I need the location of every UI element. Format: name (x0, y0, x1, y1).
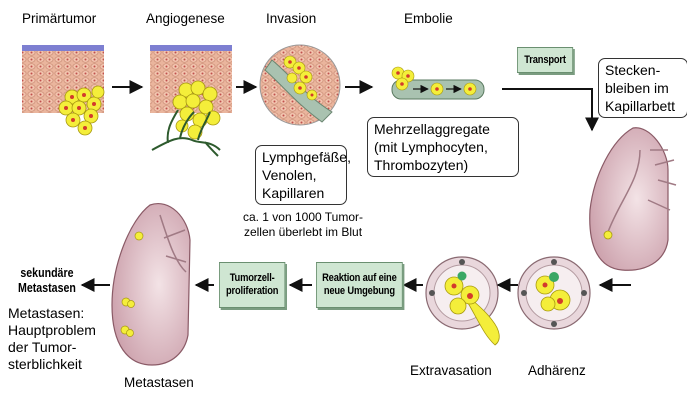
label-primary-tumor: Primärtumor (22, 11, 97, 26)
label-adhesion: Adhärenz (528, 363, 586, 378)
title-line: sekundäre (20, 266, 74, 280)
label-embolism: Embolie (404, 11, 453, 26)
label-angiogenesis: Angiogenese (146, 11, 225, 26)
box-line: Thrombozyten) (374, 157, 469, 173)
label-invasion: Invasion (266, 11, 317, 26)
box-line: Mehrzellaggregate (374, 121, 490, 137)
label-metastases: Metastasen (124, 375, 194, 390)
box-embolism-aggregates: Mehrzellaggregate (mit Lymphocyten, Thro… (367, 117, 519, 177)
lung-capillary-illustration (589, 127, 677, 271)
process-line: Reaktion auf eine (322, 272, 397, 284)
process-proliferation: Tumorzell- proliferation (219, 262, 286, 308)
process-transport: Transport (517, 47, 574, 73)
secondary-metastases-caption: Metastasen: Hauptproblem der Tumor- ster… (8, 305, 96, 373)
embolism-illustration (391, 66, 485, 100)
box-line: Kapillaren (262, 185, 325, 201)
survival-note: ca. 1 von 1000 Tumor- zellen überlebt im… (228, 210, 378, 240)
box-invasion-vessels: Lymphgefäße, Venolen, Kapillaren (255, 145, 351, 205)
box-line: (mit Lymphocyten, (374, 139, 488, 155)
box-line: Lymphgefäße, (262, 149, 351, 165)
arrow-to-capillary (502, 88, 599, 132)
process-reaction: Reaktion auf eine neue Umgebung (316, 262, 403, 308)
title-line: Metastasen (18, 281, 76, 295)
tumor-cell-cluster (58, 85, 105, 136)
label-extravasation: Extravasation (410, 363, 492, 378)
basement-membrane (22, 45, 104, 51)
box-line: bleiben im (605, 80, 669, 96)
note-line: ca. 1 von 1000 Tumor- (242, 210, 364, 224)
caption-line: Hauptproblem (8, 322, 96, 338)
note-line: zellen überlebt im Blut (243, 225, 363, 239)
caption-line: sterblichkeit (8, 356, 82, 372)
invasion-illustration (259, 44, 341, 126)
process-line: Tumorzell- (229, 272, 275, 284)
adhesion-illustration (517, 256, 591, 330)
extravasation-illustration (425, 256, 500, 346)
new-blood-vessels (151, 109, 221, 157)
caption-line: der Tumor- (8, 339, 77, 355)
process-line: neue Umgebung (323, 285, 395, 297)
lung-metastases-illustration (111, 203, 191, 366)
primary-tumor-illustration (22, 45, 105, 136)
angiogenesis-illustration (150, 45, 232, 157)
process-line: proliferation (225, 285, 279, 297)
box-line: Kapillarbett (605, 98, 676, 114)
caption-line: Metastasen: (8, 305, 85, 321)
box-line: Stecken- (605, 62, 661, 78)
box-capillary: Stecken- bleiben im Kapillarbett (598, 58, 687, 118)
secondary-metastases-title: sekundäre Metastasen (18, 266, 76, 296)
box-line: Venolen, (262, 167, 317, 183)
